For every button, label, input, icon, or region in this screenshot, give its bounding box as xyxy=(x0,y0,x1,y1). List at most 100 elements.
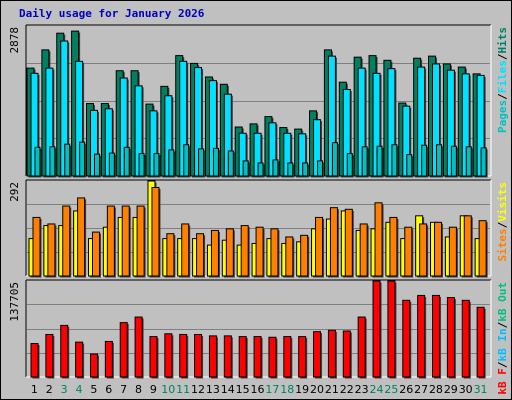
x-tick-label-day-14: 14 xyxy=(221,383,235,396)
bar-sites-day-26 xyxy=(404,226,413,277)
bar-pages-day-27 xyxy=(421,144,428,177)
x-tick-label-day-21: 21 xyxy=(325,383,339,396)
bar-pages-day-18 xyxy=(287,162,294,177)
x-tick-label-day-15: 15 xyxy=(236,383,250,396)
bar-sites-day-23 xyxy=(359,223,368,277)
bar-sites-day-11 xyxy=(181,223,190,277)
bar-kbf-day-19 xyxy=(298,336,307,378)
bar-pages-day-24 xyxy=(376,145,383,177)
panel-bottom-max-label: 137705 xyxy=(8,282,21,322)
bar-pages-day-28 xyxy=(436,144,443,177)
legend-hits: Hits xyxy=(496,27,509,54)
bar-sites-day-21 xyxy=(329,207,338,277)
bar-kbf-day-13 xyxy=(208,335,217,378)
legend-kbin: kB In xyxy=(496,328,509,361)
bar-kbf-day-3 xyxy=(60,324,69,378)
bar-kbf-day-8 xyxy=(134,316,143,378)
bar-pages-day-8 xyxy=(138,153,145,177)
bar-sites-day-1 xyxy=(32,216,41,277)
x-tick-label-day-27: 27 xyxy=(414,383,428,396)
panel-top-legend: Pages/Files/Hits xyxy=(496,27,509,133)
x-tick-label-day-2: 2 xyxy=(46,383,53,396)
bar-sites-day-17 xyxy=(270,228,279,277)
bar-kbf-day-10 xyxy=(164,333,173,378)
x-tick-label-day-18: 18 xyxy=(280,383,294,396)
legend-pages: Pages xyxy=(496,100,509,133)
x-tick-label-day-3: 3 xyxy=(61,383,68,396)
bar-kbf-day-24 xyxy=(372,280,381,378)
bar-kbf-day-7 xyxy=(119,322,128,378)
bar-sites-day-20 xyxy=(315,216,324,277)
x-tick-label-day-5: 5 xyxy=(90,383,97,396)
bar-kbf-day-21 xyxy=(327,329,336,378)
x-tick-label-day-4: 4 xyxy=(76,383,83,396)
bar-pages-day-23 xyxy=(361,146,368,177)
bar-pages-day-1 xyxy=(34,146,41,177)
bar-kbf-day-4 xyxy=(75,341,84,378)
x-tick-label-day-25: 25 xyxy=(384,383,398,396)
bar-kbf-day-14 xyxy=(223,335,232,378)
bar-kbf-day-25 xyxy=(387,280,396,378)
bar-pages-day-19 xyxy=(302,162,309,177)
bar-sites-day-22 xyxy=(344,208,353,277)
bar-kbf-day-17 xyxy=(268,336,277,378)
bar-pages-day-10 xyxy=(168,149,175,177)
bar-kbf-day-12 xyxy=(194,333,203,378)
legend-visits: Visits xyxy=(496,182,509,222)
x-tick-label-day-26: 26 xyxy=(399,383,413,396)
bar-kbf-day-20 xyxy=(313,331,322,378)
bar-kbf-day-28 xyxy=(432,294,441,378)
x-tick-label-day-16: 16 xyxy=(251,383,265,396)
bar-sites-day-2 xyxy=(47,223,56,277)
bar-sites-day-28 xyxy=(434,221,443,277)
bar-kbf-day-2 xyxy=(45,333,54,378)
x-tick-label-day-19: 19 xyxy=(295,383,309,396)
bar-pages-day-5 xyxy=(93,153,100,177)
x-tick-label-day-28: 28 xyxy=(429,383,443,396)
panel-bottom-legend: kB F/kB In/kB Out xyxy=(496,282,509,395)
bar-kbf-day-22 xyxy=(342,330,351,378)
bar-pages-day-14 xyxy=(227,150,234,177)
bar-sites-day-18 xyxy=(285,236,294,277)
bar-pages-day-4 xyxy=(79,141,86,177)
bar-kbf-day-30 xyxy=(461,299,470,378)
bar-kbf-day-31 xyxy=(476,306,485,378)
legend-files: Files xyxy=(496,60,509,93)
bar-pages-day-17 xyxy=(272,159,279,177)
bar-pages-day-9 xyxy=(153,153,160,177)
bar-sites-day-7 xyxy=(121,205,130,277)
bar-sites-day-10 xyxy=(166,233,175,277)
bar-sites-day-6 xyxy=(106,205,115,277)
bar-sites-day-29 xyxy=(448,226,457,277)
bar-kbf-day-5 xyxy=(89,353,98,378)
legend-sep: / xyxy=(496,53,509,60)
x-tick-label-day-12: 12 xyxy=(191,383,205,396)
x-tick-label-day-31: 31 xyxy=(474,383,488,396)
x-tick-label-day-6: 6 xyxy=(105,383,112,396)
bar-pages-day-29 xyxy=(450,145,457,177)
bar-sites-day-16 xyxy=(255,226,264,277)
bar-sites-day-3 xyxy=(62,205,71,277)
bar-sites-day-12 xyxy=(196,233,205,277)
x-tick-label-day-9: 9 xyxy=(150,383,157,396)
bar-pages-day-30 xyxy=(465,146,472,177)
x-tick-label-day-30: 30 xyxy=(459,383,473,396)
bar-pages-day-16 xyxy=(257,162,264,177)
bar-pages-day-2 xyxy=(49,146,56,177)
bar-sites-day-13 xyxy=(210,229,219,277)
x-tick-label-day-22: 22 xyxy=(340,383,354,396)
bar-kbf-day-18 xyxy=(283,336,292,378)
x-tick-label-day-11: 11 xyxy=(176,383,190,396)
x-tick-label-day-7: 7 xyxy=(120,383,127,396)
chart-title: Daily usage for January 2026 xyxy=(19,7,205,20)
bar-pages-day-15 xyxy=(242,160,249,177)
x-tick-label-day-23: 23 xyxy=(355,383,369,396)
bar-kbf-day-11 xyxy=(179,333,188,378)
bar-kbf-day-26 xyxy=(402,299,411,378)
bar-kbf-day-6 xyxy=(104,340,113,378)
bar-sites-day-9 xyxy=(151,187,160,277)
panel-middle-max-label: 292 xyxy=(8,182,21,202)
legend-sites: Sites xyxy=(496,228,509,261)
bar-kbf-day-27 xyxy=(417,294,426,378)
bar-kbf-day-23 xyxy=(357,316,366,378)
